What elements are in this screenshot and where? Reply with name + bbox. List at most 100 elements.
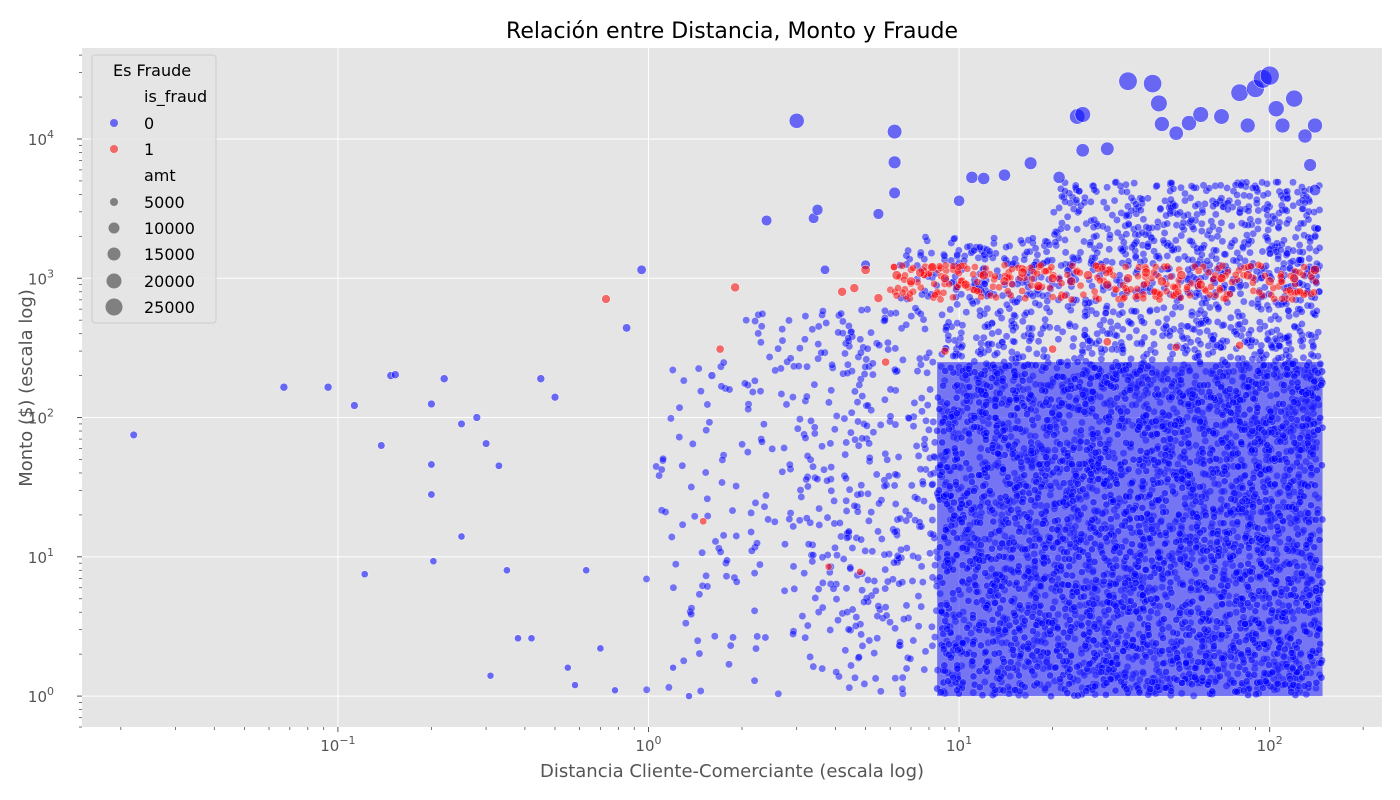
- dense-point: [1243, 231, 1251, 239]
- dense-point: [1128, 243, 1136, 252]
- dense-point: [1113, 228, 1122, 237]
- dense-point: [845, 485, 854, 494]
- dense-point: [1248, 355, 1257, 363]
- dense-point: [982, 400, 990, 409]
- dense-point: [1092, 309, 1101, 318]
- dense-point: [917, 562, 926, 571]
- dense-point: [1013, 297, 1021, 306]
- dense-point: [1312, 678, 1321, 687]
- dense-point: [899, 356, 907, 364]
- dense-point: [1105, 592, 1114, 600]
- dense-point: [723, 556, 731, 565]
- dense-point: [725, 660, 733, 669]
- dense-point: [1062, 571, 1071, 579]
- dense-point: [752, 644, 760, 653]
- dense-point: [1234, 354, 1242, 363]
- dense-point: [923, 368, 931, 377]
- dense-point: [1186, 458, 1194, 467]
- dense-point: [823, 513, 832, 522]
- dense-point: [1285, 601, 1293, 610]
- dense-point: [1249, 394, 1257, 403]
- dense-point: [1158, 408, 1167, 417]
- dense-point: [1202, 584, 1211, 592]
- dense-point: [1256, 325, 1264, 333]
- dense-point: [1073, 662, 1081, 671]
- dense-point: [1177, 183, 1185, 192]
- dense-point: [642, 575, 651, 583]
- dense-point: [934, 393, 942, 402]
- dense-point: [1286, 674, 1294, 683]
- dense-point: [1042, 453, 1050, 462]
- dense-point: [1084, 583, 1092, 592]
- dense-point: [872, 470, 881, 479]
- dense-point: [1315, 536, 1324, 544]
- dense-point: [1270, 214, 1279, 223]
- dense-point: [1276, 331, 1284, 340]
- dense-point: [680, 376, 688, 385]
- dense-point: [1010, 337, 1019, 346]
- dense-point: [1206, 393, 1215, 402]
- dense-point: [949, 352, 958, 360]
- dense-point: [1015, 671, 1023, 680]
- dense-point: [1087, 198, 1095, 206]
- dense-point: [1161, 540, 1169, 548]
- dense-point: [801, 633, 810, 642]
- dense-point: [1031, 361, 1040, 370]
- dense-point: [1197, 319, 1205, 328]
- dense-point: [760, 420, 768, 429]
- dense-point: [801, 312, 810, 320]
- dense-point: [1105, 245, 1113, 254]
- dense-point: [1090, 185, 1099, 194]
- dense-point: [1011, 371, 1020, 380]
- dense-point: [1004, 473, 1012, 481]
- dense-point: [1039, 352, 1048, 361]
- dense-point: [747, 528, 755, 536]
- dense-point: [927, 249, 936, 257]
- dense-point: [703, 582, 712, 591]
- dense-point: [1280, 381, 1288, 389]
- dense-point: [1254, 206, 1263, 215]
- dense-point: [1081, 299, 1089, 308]
- dense-point: [953, 409, 961, 418]
- dense-point: [921, 647, 930, 656]
- dense-point: [1311, 481, 1319, 490]
- dense-point: [1152, 252, 1161, 261]
- dense-point: [1149, 476, 1157, 484]
- dense-point: [880, 482, 889, 491]
- dense-point: [1065, 562, 1074, 571]
- dense-point: [1007, 553, 1016, 562]
- dense-point: [1198, 642, 1206, 651]
- dense-point: [1054, 335, 1063, 344]
- dense-point: [946, 363, 955, 372]
- dense-point: [926, 529, 935, 538]
- dense-point: [902, 601, 911, 610]
- dense-point: [1046, 423, 1054, 431]
- dense-point: [1244, 382, 1253, 391]
- dense-point: [826, 626, 835, 634]
- dense-point: [881, 565, 890, 574]
- dense-point: [1069, 334, 1078, 343]
- dense-point: [842, 438, 851, 447]
- dense-point: [958, 561, 967, 570]
- dense-point: [891, 528, 899, 536]
- dense-point: [875, 499, 883, 508]
- dense-point: [804, 621, 812, 630]
- dense-point: [961, 371, 970, 380]
- dense-point: [1050, 208, 1058, 216]
- dense-point: [764, 515, 772, 524]
- dense-point: [865, 636, 874, 645]
- dense-point: [1236, 289, 1245, 298]
- dense-point: [999, 686, 1008, 695]
- dense-point: [991, 402, 1000, 411]
- dense-point: [777, 390, 786, 398]
- dense-point: [1307, 501, 1315, 510]
- dense-point: [1061, 236, 1069, 244]
- dense-point: [990, 234, 998, 242]
- dense-point: [944, 331, 953, 340]
- dense-point: [1209, 335, 1217, 343]
- dense-point: [861, 363, 870, 371]
- dense-point: [1147, 525, 1156, 534]
- dense-point: [865, 439, 873, 448]
- dense-point: [802, 475, 811, 484]
- dense-point: [774, 344, 782, 353]
